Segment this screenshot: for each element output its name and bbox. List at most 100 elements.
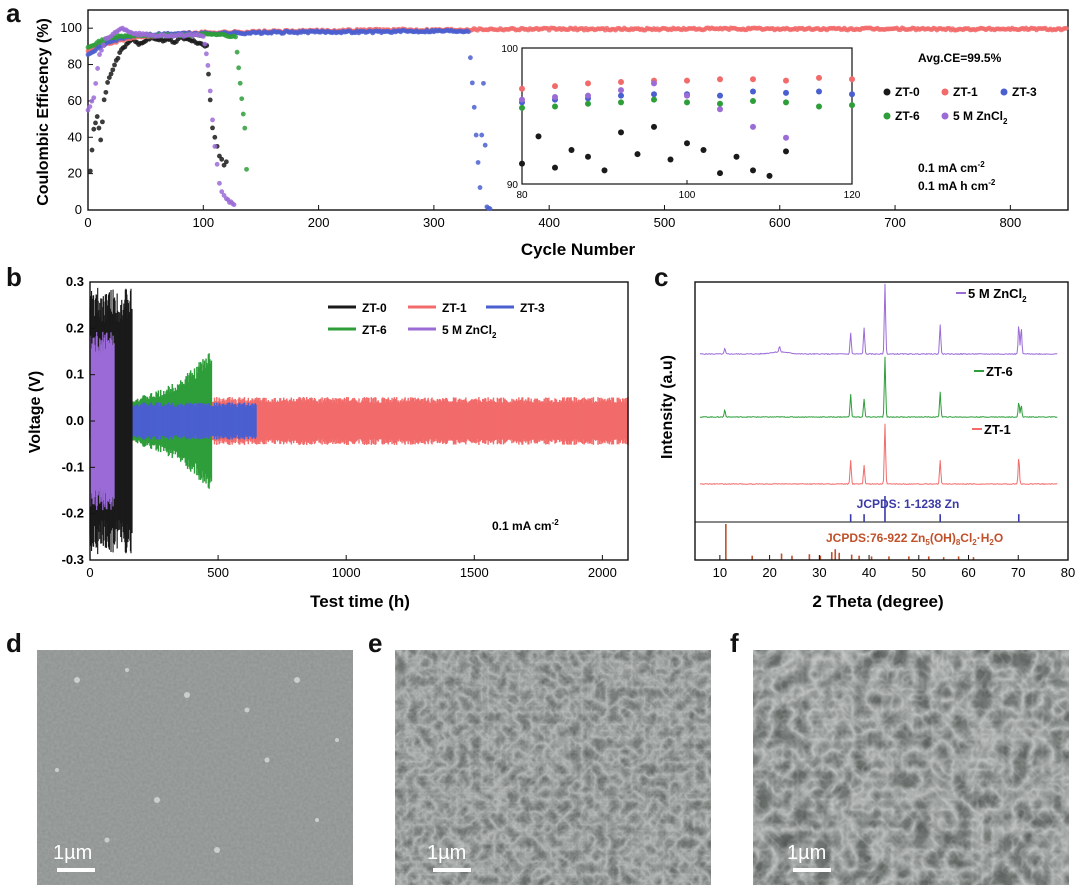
chart-a-point-zt-0	[98, 137, 104, 143]
chart-a-point-zt-0	[212, 134, 218, 140]
chart-a-point-5-m-zncl2	[205, 63, 211, 68]
chart-a-point-5-m-zncl2	[231, 202, 237, 208]
inset-point-zt-3	[816, 88, 822, 95]
inset-point-zt-0	[750, 167, 756, 174]
chart-b-ylabel: Voltage (V)	[27, 371, 44, 453]
sem-image-f: 1µm	[753, 650, 1069, 885]
chart-a-point-zt-0	[110, 67, 116, 73]
panel-label-f: f	[730, 628, 739, 658]
chart-a-point-zt-0	[219, 156, 225, 162]
inset-point-zt-0	[700, 147, 707, 153]
chart-a-ylabel: Coulombic Efficency (%)	[35, 18, 52, 206]
legend-a-marker-zt-0	[883, 88, 891, 96]
coulombic-efficiency-chart: Coulombic Efficency (%) Cycle Number Avg…	[35, 9, 1069, 259]
chart-a-point-zt-3	[475, 160, 481, 165]
chart-a-point-zt-0	[115, 55, 121, 61]
inset-point-zt-6	[717, 100, 723, 107]
legend-a-label-zt-3: ZT-3	[1012, 85, 1037, 99]
chart-a-point-5-m-zncl2	[202, 41, 208, 47]
xrd-pattern-chart: Intensity (a.u) 2 Theta (degree) 5 M ZnC…	[659, 281, 1075, 611]
chart-c-xlabel: 2 Theta (degree)	[812, 592, 943, 611]
chart-a-point-5-m-zncl2	[97, 52, 102, 57]
inset-point-zt-0	[585, 153, 591, 160]
inset-point-zt-0	[634, 151, 641, 158]
chart-a-point-zt-1	[1063, 25, 1069, 31]
chart-a-point-zt-6	[240, 111, 246, 117]
chart-c-label-5-m-zncl2: 5 M ZnCl2	[968, 286, 1027, 304]
chart-a-point-5-m-zncl2	[91, 95, 97, 101]
inset-point-zt-3	[618, 92, 624, 99]
inset-point-zt-3	[651, 91, 657, 98]
chart-b-ytick-label--0.2: -0.2	[62, 506, 84, 521]
chart-c-xtick-label-70: 70	[1011, 565, 1025, 580]
chart-c-trace-zt-6	[699, 356, 1058, 419]
inset-series-5-m-zncl2	[519, 80, 789, 141]
inset-point-zt-3	[783, 89, 789, 96]
chart-a-ytick-label-40: 40	[68, 129, 82, 144]
sem-texture-f	[753, 650, 1069, 885]
inset-point-5-m-zncl2	[684, 92, 690, 99]
chart-a-series-zt-0	[87, 34, 229, 174]
chart-a-point-5-m-zncl2	[212, 144, 218, 149]
chart-a-point-zt-6	[234, 49, 240, 55]
legend-a-marker-zt-1	[941, 88, 949, 96]
chart-a-point-5-m-zncl2	[210, 117, 215, 123]
chart-a-point-zt-0	[100, 119, 105, 125]
chart-b-ytick-label--0.3: -0.3	[62, 552, 84, 567]
inset-point-zt-1	[585, 80, 591, 87]
avg-ce-label: Avg.CE=99.5%	[918, 51, 1002, 65]
inset-point-zt-0	[766, 172, 773, 179]
chart-a-point-zt-3	[477, 185, 483, 190]
chart-a-xtick-label-200: 200	[308, 215, 330, 230]
chart-a-point-zt-0	[207, 97, 213, 103]
inset-point-zt-0	[618, 129, 624, 136]
chart-b-ytick-label-0.1: 0.1	[66, 367, 84, 382]
chart-a-point-zt-3	[487, 206, 493, 212]
inset-point-5-m-zncl2	[552, 93, 558, 100]
inset-point-zt-0	[684, 140, 690, 147]
chart-a-ytick-label-60: 60	[68, 93, 82, 108]
inset-point-5-m-zncl2	[651, 80, 657, 87]
chart-a-point-zt-6	[236, 65, 242, 71]
chart-a-ytick-label-100: 100	[60, 20, 82, 35]
legend-a-label-5-m-zncl2: 5 M ZnCl2	[953, 109, 1008, 126]
chart-c-xtick-label-30: 30	[812, 565, 826, 580]
inset-point-zt-6	[552, 103, 558, 110]
chart-a-point-zt-3	[467, 55, 473, 61]
chart-c-frame	[694, 281, 1069, 561]
chart-c-ref-zn-label: JCPDS: 1-1238 Zn	[857, 497, 960, 511]
inset-point-zt-1	[816, 74, 822, 81]
inset-point-zt-1	[783, 77, 789, 84]
chart-a-point-zt-0	[105, 80, 110, 85]
chart-b-xtick-label-2000: 2000	[588, 565, 617, 580]
chart-a-point-zt-0	[210, 125, 215, 131]
inset-xtick-label-100: 100	[679, 190, 696, 201]
inset-point-zt-6	[585, 100, 591, 107]
chart-a-point-zt-6	[237, 80, 243, 86]
chart-a-point-zt-6	[239, 96, 245, 102]
inset-point-zt-6	[750, 98, 756, 105]
inset-point-zt-0	[717, 170, 723, 177]
chart-a-xtick-label-700: 700	[884, 215, 906, 230]
chart-b-ytick-label--0.1: -0.1	[62, 459, 84, 474]
chart-a-point-5-m-zncl2	[95, 66, 101, 71]
inset-point-zt-3	[750, 88, 756, 95]
chart-a-point-5-m-zncl2	[207, 88, 213, 94]
chart-a-xtick-label-500: 500	[654, 215, 676, 230]
inset-point-zt-6	[618, 99, 624, 106]
chart-b-ytick-label-0.3: 0.3	[66, 274, 84, 289]
inset-point-zt-1	[519, 85, 525, 92]
legend-a-label-zt-6: ZT-6	[895, 109, 920, 123]
panel-label-d: d	[6, 628, 22, 658]
chart-a-point-5-m-zncl2	[87, 104, 93, 110]
chart-a-ytick-label-0: 0	[75, 202, 82, 217]
inset-point-zt-0	[667, 156, 674, 163]
chart-b-xtick-label-1000: 1000	[332, 565, 361, 580]
inset-point-zt-1	[618, 79, 624, 85]
chart-a-point-zt-0	[87, 168, 93, 174]
chart-a-point-5-m-zncl2	[100, 42, 106, 48]
chart-a-point-zt-0	[94, 114, 100, 119]
chart-c-ref-hydroxide-label: JCPDS:76-922 Zn5(OH)8Cl2·H2O	[826, 531, 1003, 547]
inset-point-zt-0	[552, 164, 558, 171]
chart-a-point-zt-6	[233, 34, 238, 40]
